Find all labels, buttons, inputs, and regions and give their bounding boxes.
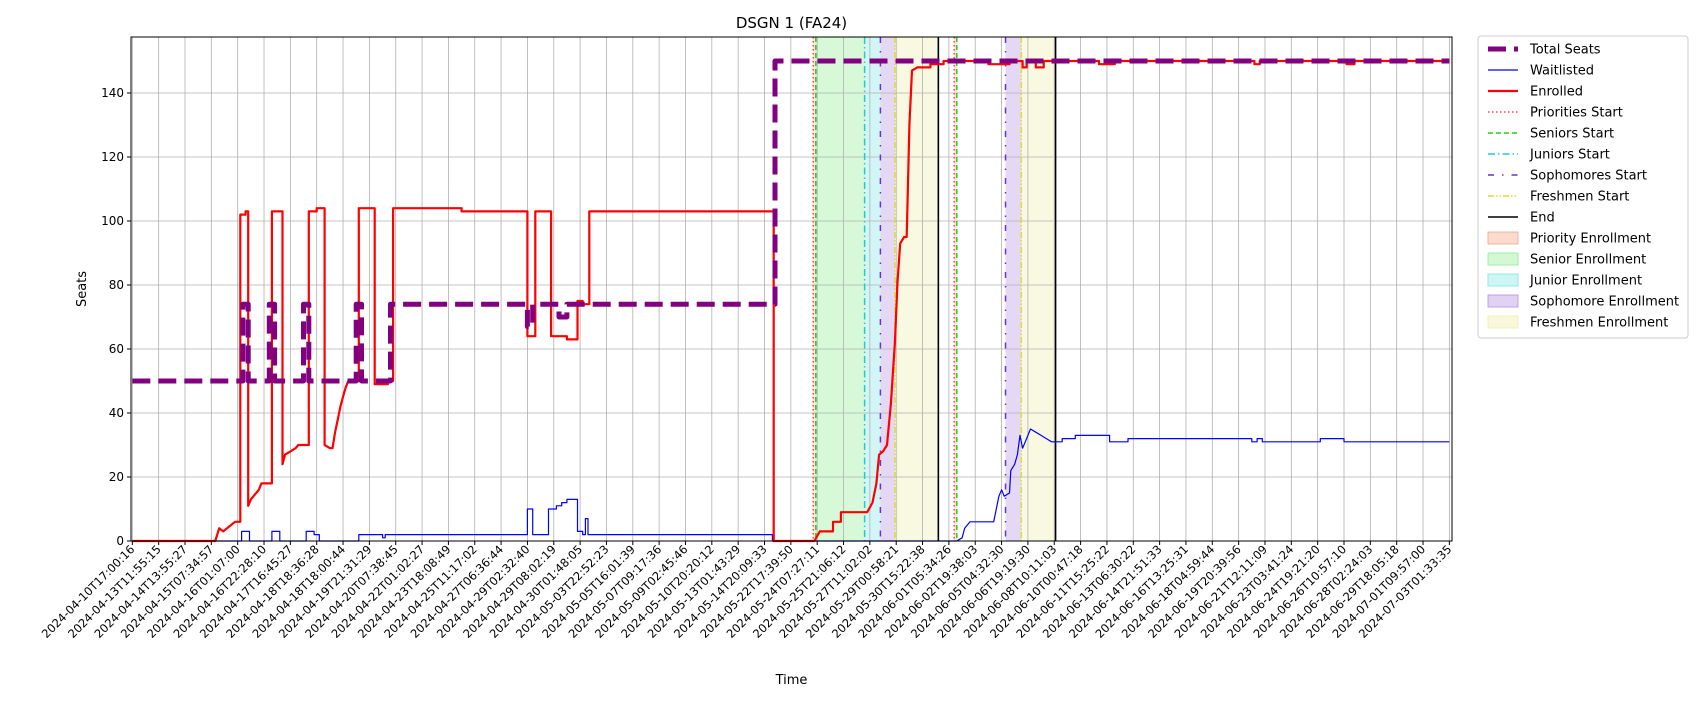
grid-lines <box>131 37 1452 542</box>
x-axis-label: Time <box>775 673 808 688</box>
legend-label-freshmen-start: Freshmen Start <box>1530 190 1629 205</box>
legend-swatch-freshmen-enrollment <box>1487 315 1519 329</box>
span-freshmen-enrollment <box>1021 37 1056 541</box>
y-tick-label: 40 <box>109 406 124 420</box>
legend-label-seniors-start: Seniors Start <box>1530 127 1614 142</box>
legend-label-waitlisted: Waitlisted <box>1530 64 1594 79</box>
y-tick-label: 20 <box>109 470 124 484</box>
chart-title: DSGN 1 (FA24) <box>736 14 847 32</box>
legend-label-enrolled: Enrolled <box>1530 85 1583 100</box>
series-enrolled <box>132 59 1450 543</box>
y-axis-label: Seats <box>75 271 90 307</box>
y-tick-label: 120 <box>101 150 124 164</box>
legend-frame <box>1477 35 1689 339</box>
span-sophomore-enrollment <box>880 37 895 541</box>
span-priority-enrollment <box>954 37 957 541</box>
span-junior-enrollment <box>864 37 881 541</box>
legend-swatch-priority-enrollment <box>1487 231 1519 245</box>
y-tick-label: 100 <box>101 214 124 228</box>
legend-label-junior-enrollment: Junior Enrollment <box>1529 274 1642 289</box>
legend-label-priorities-start: Priorities Start <box>1530 106 1623 121</box>
y-tick-label: 80 <box>109 278 124 292</box>
legend-label-senior-enrollment: Senior Enrollment <box>1530 253 1646 268</box>
legend-label-sophomore-enrollment: Sophomore Enrollment <box>1530 295 1679 310</box>
legend-label-sophomores-start: Sophomores Start <box>1530 169 1647 184</box>
legend-label-total-seats: Total Seats <box>1529 43 1601 58</box>
span-priority-enrollment <box>813 37 816 541</box>
series-total-seats <box>132 58 1450 384</box>
legend-label-end: End <box>1530 211 1555 226</box>
span-senior-enrollment <box>815 37 865 541</box>
legend-label-juniors-start: Juniors Start <box>1529 148 1610 163</box>
phase-start-lines <box>812 37 1057 541</box>
span-freshmen-enrollment <box>894 37 939 541</box>
legend-label-freshmen-enrollment: Freshmen Enrollment <box>1530 316 1668 331</box>
enrollment-spans <box>813 37 1056 541</box>
y-tick-label: 0 <box>116 534 124 548</box>
span-sophomore-enrollment <box>1005 37 1022 541</box>
legend-swatch-junior-enrollment <box>1487 273 1519 287</box>
plot-frame <box>130 36 1453 542</box>
data-series <box>132 58 1450 543</box>
y-tick-label: 60 <box>109 342 124 356</box>
series-waitlisted <box>132 428 1450 542</box>
x-axis-ticks: 2024-04-10T17:00:162024-04-13T11:55:1520… <box>39 541 1454 641</box>
y-axis-ticks: 0 20 40 60 80 100 120 140 <box>101 86 131 548</box>
legend-swatch-sophomore-enrollment <box>1487 294 1519 308</box>
legend: Total Seats Waitlisted Enrolled Priorities … <box>1477 35 1689 339</box>
legend-swatch-senior-enrollment <box>1487 252 1519 266</box>
y-tick-label: 140 <box>101 86 124 100</box>
legend-label-priority-enrollment: Priority Enrollment <box>1530 232 1651 247</box>
